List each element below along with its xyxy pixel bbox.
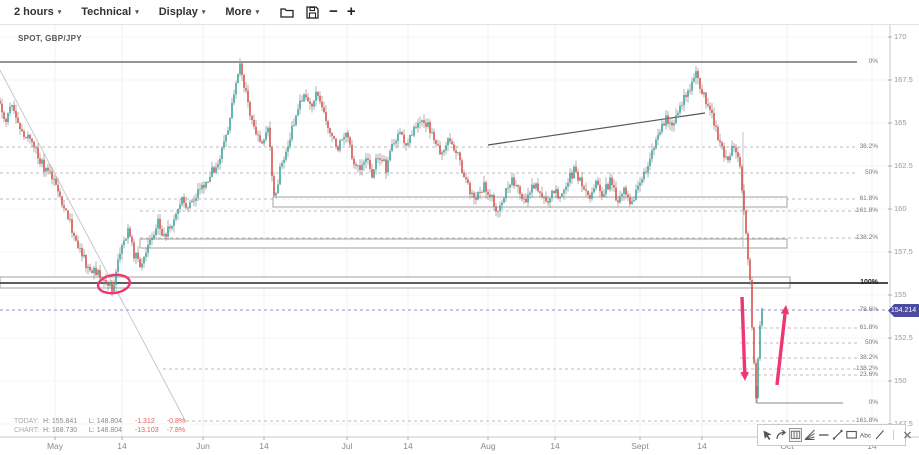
close-icon[interactable]: [901, 428, 914, 442]
chart-low: L: 148.804: [88, 427, 122, 434]
trend-lines: [0, 69, 758, 423]
fib-level-label: 50%: [864, 339, 878, 346]
chart-high: H: 168.730: [42, 427, 78, 434]
price-tick-label: 155: [894, 290, 907, 299]
technical-label: Technical: [81, 6, 132, 18]
price-tick-label: 170: [894, 32, 907, 41]
text-tool-icon[interactable]: Abc: [859, 428, 872, 442]
chart-change-pct: -7.8%: [166, 427, 186, 434]
timeframe-menu[interactable]: 2 hours ▾: [14, 6, 61, 18]
today-change: -1.312: [134, 418, 155, 425]
open-folder-icon[interactable]: [279, 4, 295, 20]
chevron-down-icon: ▾: [57, 9, 62, 16]
time-tick-label: 14: [117, 441, 127, 451]
time-tick-label: Aug: [480, 441, 496, 451]
fib-level-label: 138.2%: [855, 365, 878, 372]
price-tick-label: 167.5: [894, 75, 913, 84]
time-tick-label: 14: [697, 441, 707, 451]
price-tick-label: 150: [894, 376, 907, 385]
horizontal-line-icon[interactable]: [817, 428, 830, 442]
fib-level-label: 138.2%: [855, 234, 878, 241]
today-low: L: 148.804: [88, 418, 122, 425]
save-icon[interactable]: [304, 4, 320, 20]
candlestick-series: [0, 58, 763, 404]
chevron-down-icon: ▾: [201, 9, 206, 16]
drawing-toolbar: Abc: [757, 424, 911, 446]
grid-tool-icon[interactable]: [789, 428, 802, 442]
chart-change: -13.103: [134, 427, 159, 434]
symbol-title: SPOT, GBP/JPY: [18, 34, 82, 43]
more-label: More: [225, 6, 252, 18]
today-high: H: 155.841: [42, 418, 78, 425]
grid-lines: [0, 25, 890, 437]
more-menu[interactable]: More ▾: [225, 6, 259, 18]
annotations: [96, 273, 790, 386]
stats-row-today: TODAY: H: 155.841 L: 148.804 -1.312 -0.8…: [14, 417, 197, 426]
today-change-pct: -0.8%: [166, 418, 186, 425]
price-tick-label: 157.5: [894, 247, 913, 256]
time-tick-label: Oct: [780, 441, 794, 451]
trend-line-icon[interactable]: [831, 428, 844, 442]
separator: [887, 428, 900, 442]
fib-level-label: 38.2%: [859, 143, 878, 150]
zoom-in-icon[interactable]: +: [346, 3, 356, 20]
time-tick-label: May: [46, 441, 64, 451]
price-tick-label: 162.5: [894, 161, 913, 170]
fib-level-label: 50%: [864, 169, 878, 176]
today-label: TODAY:: [14, 418, 40, 425]
price-tick-label: 160: [894, 204, 907, 213]
curved-arrow-icon[interactable]: [775, 428, 788, 442]
zone-boxes: [0, 196, 888, 289]
price-tick-label: 152.5: [894, 333, 913, 342]
fib-level-label: 61.8%: [859, 324, 878, 331]
chevron-down-icon: ▾: [255, 9, 260, 16]
price-tick-label: 165: [894, 118, 907, 127]
display-menu[interactable]: Display ▾: [159, 6, 206, 18]
time-tick-label: Jul: [341, 441, 353, 451]
time-tick-label: 14: [259, 441, 269, 451]
time-tick-label: Sept: [631, 441, 649, 451]
last-price-badge: 154.214: [888, 304, 919, 317]
time-tick-label: 14: [403, 441, 413, 451]
time-tick-label: Jun: [196, 441, 210, 451]
timeframe-label: 2 hours: [14, 6, 54, 18]
stats-row-chart: CHART: H: 168.730 L: 148.804 -13.103 -7.…: [14, 426, 197, 435]
price-tick-label: 147.5: [894, 420, 913, 428]
top-toolbar: 2 hours ▾ Technical ▾ Display ▾ More ▾ −…: [0, 0, 919, 25]
time-tick-label: 14: [550, 441, 560, 451]
chart-label: CHART:: [14, 427, 40, 434]
cursor-icon[interactable]: [761, 428, 774, 442]
fib-level-label: 38.2%: [859, 354, 878, 361]
technical-menu[interactable]: Technical ▾: [81, 6, 138, 18]
fib-level-label: 161.8%: [855, 207, 878, 214]
fib-level-label: 0%: [868, 58, 878, 65]
fib-fan-icon[interactable]: [803, 428, 816, 442]
ohlc-stats: TODAY: H: 155.841 L: 148.804 -1.312 -0.8…: [14, 417, 197, 435]
fib-level-label: 161.8%: [855, 417, 878, 424]
chevron-down-icon: ▾: [135, 9, 139, 16]
fib-level-label: 0%: [868, 399, 878, 406]
fib-level-label: 61.8%: [859, 195, 878, 202]
slash-icon[interactable]: [873, 428, 886, 442]
fib-level-label: 78.6%: [859, 306, 878, 313]
zoom-out-icon[interactable]: −: [329, 3, 338, 20]
fib-level-label: 23.6%: [859, 371, 878, 378]
svg-text:Abc: Abc: [860, 433, 872, 440]
display-label: Display: [158, 6, 198, 18]
fib-level-label: 100%: [860, 279, 878, 286]
axis-lines: [0, 25, 919, 440]
rectangle-icon[interactable]: [845, 428, 858, 442]
time-tick-label: 14: [867, 441, 877, 451]
